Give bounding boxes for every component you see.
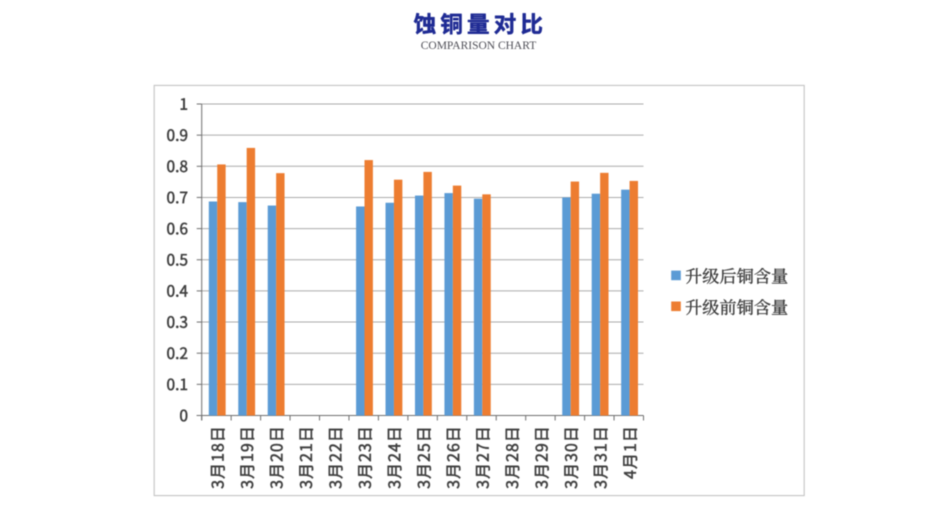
svg-text:COMPARISON CHART: COMPARISON CHART [421,40,537,52]
